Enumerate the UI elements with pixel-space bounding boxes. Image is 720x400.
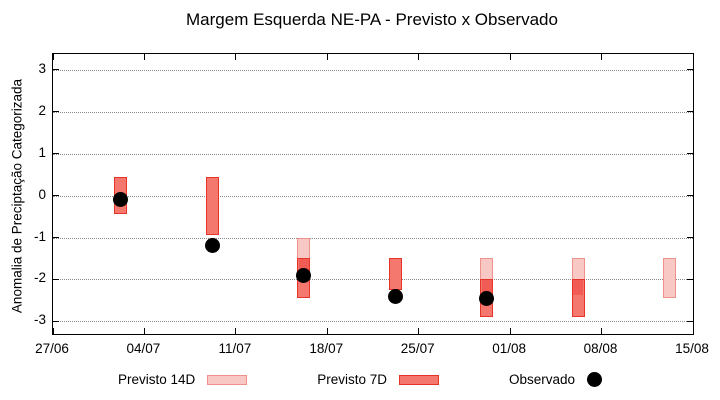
legend-label-observado: Observado xyxy=(509,372,576,387)
gridline xyxy=(53,153,693,155)
y-tick-label: 0 xyxy=(38,186,46,202)
y-tick-label: 1 xyxy=(38,144,46,160)
y-tick-label: -1 xyxy=(33,228,46,244)
x-tick-label: 11/07 xyxy=(218,341,252,356)
observado-dot-icon xyxy=(587,372,603,387)
previsto-overlap-segment xyxy=(573,280,584,296)
gridline xyxy=(53,279,693,281)
x-tick-label: 18/07 xyxy=(309,341,344,356)
x-tick-mark xyxy=(326,328,328,334)
gridline xyxy=(53,237,693,239)
y-tick-mark xyxy=(53,195,59,197)
gridline xyxy=(53,195,693,197)
previsto-7d-bar xyxy=(388,258,402,290)
y-tick-mark xyxy=(53,278,59,280)
gridline xyxy=(53,321,693,323)
y-tick-mark xyxy=(53,111,59,113)
y-tick-mark xyxy=(687,278,693,280)
observed-point xyxy=(296,267,312,283)
x-tick-mark xyxy=(52,328,54,334)
gridline xyxy=(53,69,693,71)
observed-point xyxy=(387,288,403,304)
y-tick-mark xyxy=(53,237,59,239)
previsto-14d-swatch-icon xyxy=(207,374,248,385)
x-tick-label: 08/08 xyxy=(583,341,618,356)
legend-label-previsto-14d: Previsto 14D xyxy=(117,372,196,387)
previsto-14d-bar xyxy=(662,258,676,299)
x-tick-label: 25/07 xyxy=(400,341,435,356)
y-tick-mark xyxy=(687,320,693,322)
legend-item-previsto-7d: Previsto 7D xyxy=(317,372,440,387)
x-tick-mark xyxy=(418,54,420,60)
plot-area xyxy=(52,53,694,335)
x-tick-label: 04/07 xyxy=(126,341,161,356)
chart-legend: Previsto 14D Previsto 7D Observado xyxy=(0,372,720,387)
x-tick-label: 15/08 xyxy=(675,341,709,356)
y-tick-mark xyxy=(687,237,693,239)
previsto-overlap-segment xyxy=(481,280,492,296)
observed-point xyxy=(204,238,220,254)
y-tick-mark xyxy=(53,320,59,322)
gridline xyxy=(53,111,693,113)
x-tick-mark xyxy=(601,328,603,334)
y-tick-mark xyxy=(687,153,693,155)
previsto-7d-bar xyxy=(205,176,219,236)
x-tick-mark xyxy=(235,54,237,60)
y-tick-label: 2 xyxy=(38,102,46,118)
y-tick-label: -3 xyxy=(33,312,46,328)
x-tick-mark xyxy=(418,328,420,334)
chart-title: Margem Esquerda NE-PA - Previsto x Obser… xyxy=(186,10,558,29)
y-tick-mark xyxy=(687,69,693,71)
y-tick-label: 3 xyxy=(38,60,46,76)
observed-point xyxy=(479,290,495,306)
x-tick-mark xyxy=(143,328,145,334)
x-tick-mark xyxy=(143,54,145,60)
observed-point xyxy=(113,192,129,208)
x-tick-mark xyxy=(235,328,237,334)
x-tick-label: 01/08 xyxy=(492,341,527,356)
x-tick-mark xyxy=(692,328,694,334)
legend-label-previsto-7d: Previsto 7D xyxy=(317,372,388,387)
x-tick-mark xyxy=(326,54,328,60)
x-tick-mark xyxy=(509,328,511,334)
y-tick-mark xyxy=(53,69,59,71)
x-tick-mark xyxy=(692,54,694,60)
x-tick-label: 27/06 xyxy=(35,341,69,356)
y-tick-mark xyxy=(687,195,693,197)
x-tick-mark xyxy=(509,54,511,60)
y-tick-mark xyxy=(53,153,59,155)
y-tick-label: -2 xyxy=(33,270,46,286)
legend-item-observado: Observado xyxy=(509,372,603,387)
y-tick-mark xyxy=(687,111,693,113)
x-tick-mark xyxy=(601,54,603,60)
legend-item-previsto-14d: Previsto 14D xyxy=(117,372,248,387)
previsto-7d-swatch-icon xyxy=(399,374,440,385)
x-tick-mark xyxy=(52,54,54,60)
